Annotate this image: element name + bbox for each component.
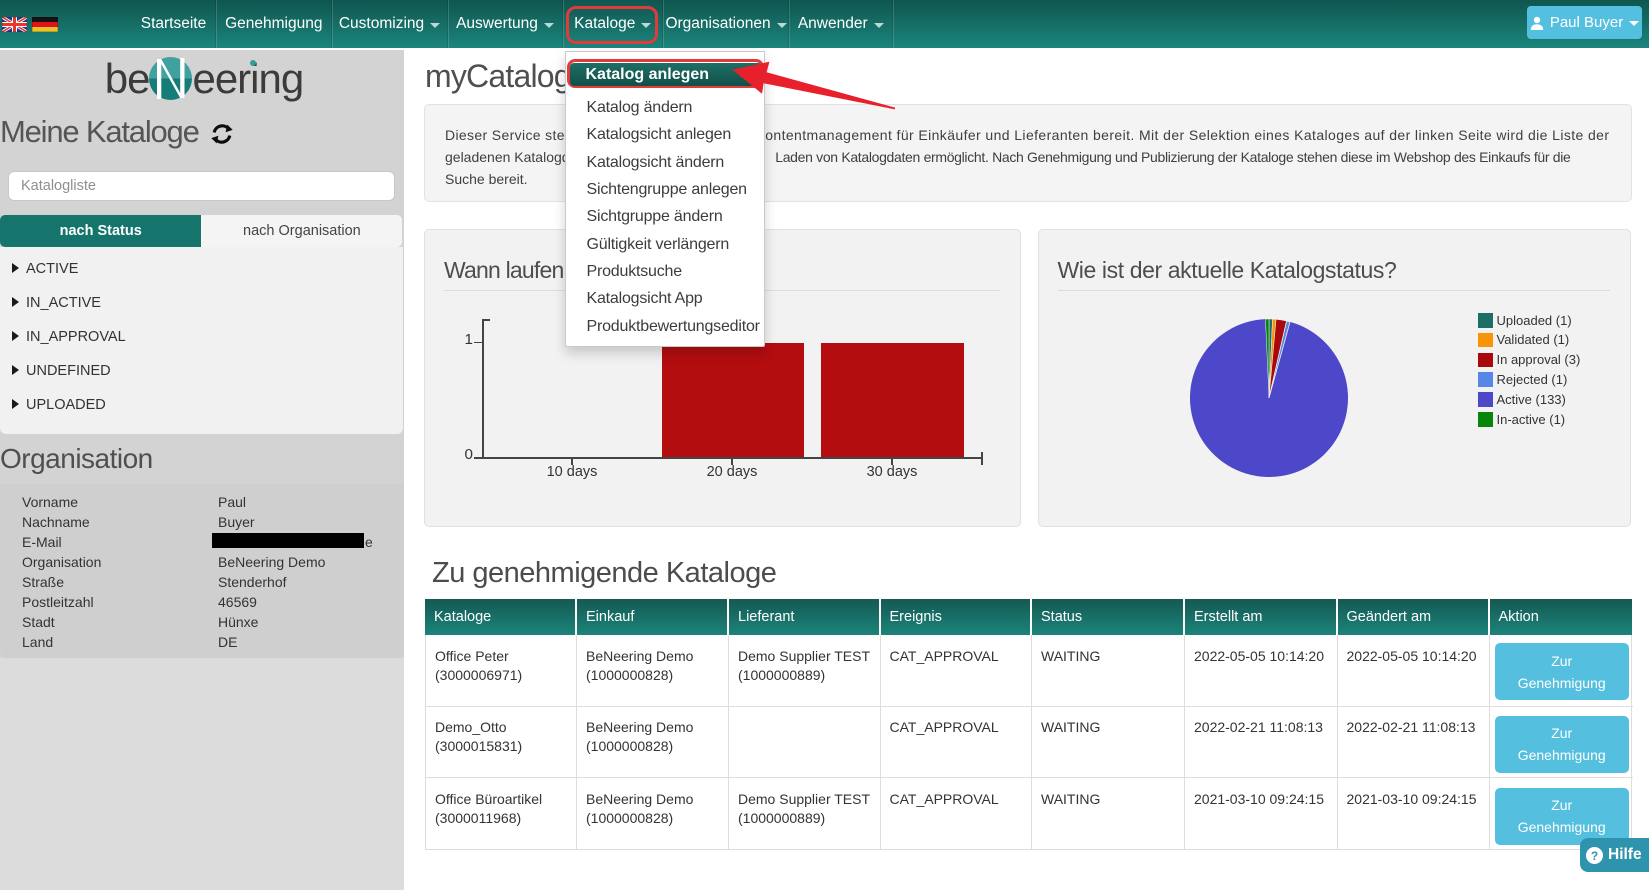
svg-text:?: ? <box>1591 848 1598 862</box>
